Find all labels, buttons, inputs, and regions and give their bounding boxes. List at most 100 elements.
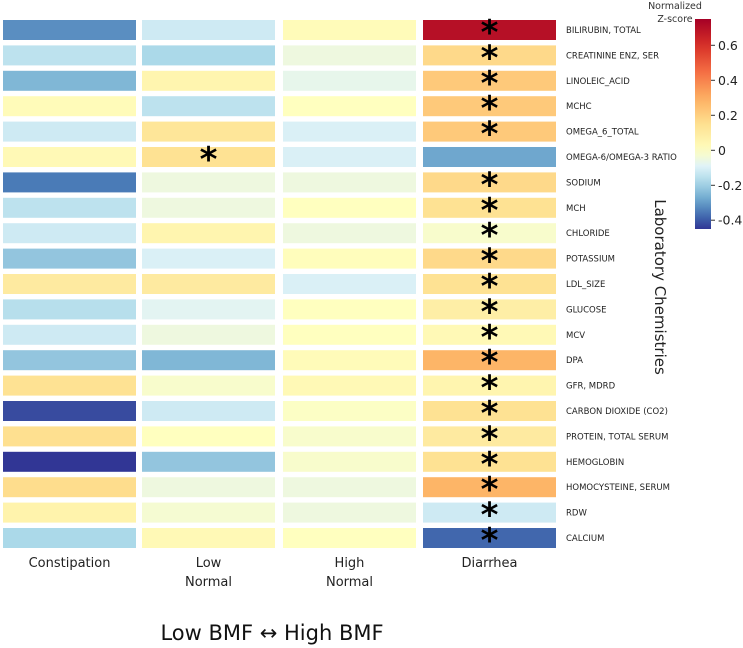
heatmap-cell xyxy=(283,147,416,167)
colorbar-gradient xyxy=(695,19,711,229)
heatmap-cell xyxy=(3,324,136,345)
heatmap-cell xyxy=(3,20,136,40)
heatmap-cell xyxy=(283,528,416,548)
column-label: Low xyxy=(196,556,222,571)
heatmap-cells xyxy=(3,20,556,548)
heatmap-cell xyxy=(142,70,275,91)
heatmap-cell xyxy=(142,274,275,294)
significance-marker: * xyxy=(481,521,499,561)
heatmap-cell xyxy=(3,528,136,548)
heatmap-cell xyxy=(3,45,136,66)
significance-marker: * xyxy=(481,191,499,231)
significance-marker: * xyxy=(481,165,499,205)
heatmap-cell xyxy=(142,96,275,117)
heatmap-cell xyxy=(423,248,556,269)
significance-marker: * xyxy=(481,496,499,536)
heatmap-cell xyxy=(423,324,556,345)
row-label: CARBON DIOXIDE (CO2) xyxy=(566,407,668,417)
heatmap-cell xyxy=(142,172,275,193)
row-label: DPA xyxy=(566,356,583,366)
heatmap-cell xyxy=(423,375,556,396)
significance-marker: * xyxy=(481,267,499,307)
heatmap-cell xyxy=(283,121,416,142)
heatmap-cell xyxy=(423,197,556,218)
row-label: BILIRUBIN, TOTAL xyxy=(566,26,641,36)
heatmap-cell xyxy=(142,401,275,421)
heatmap-cell xyxy=(423,502,556,523)
heatmap-cell xyxy=(142,528,275,548)
row-label: RDW xyxy=(566,509,587,519)
heatmap-cell xyxy=(423,451,556,472)
significance-marker: * xyxy=(481,38,499,78)
heatmap-cell xyxy=(142,477,275,498)
column-label: Normal xyxy=(185,575,232,590)
heatmap-cell xyxy=(142,324,275,345)
significance-markers: ********************* xyxy=(200,13,499,561)
significance-marker: * xyxy=(481,445,499,485)
column-label: Diarrhea xyxy=(461,556,517,571)
row-label: CHLORIDE xyxy=(566,229,610,239)
heatmap-cell xyxy=(3,147,136,167)
heatmap-cell xyxy=(423,45,556,66)
heatmap-cell xyxy=(142,223,275,244)
row-label: HEMOGLOBIN xyxy=(566,458,624,468)
heatmap-cell xyxy=(283,248,416,269)
heatmap-cell xyxy=(3,121,136,142)
heatmap-cell xyxy=(3,70,136,91)
significance-marker: * xyxy=(481,115,499,155)
significance-marker: * xyxy=(481,13,499,53)
significance-marker: * xyxy=(481,64,499,104)
significance-marker: * xyxy=(481,242,499,282)
heatmap-cell xyxy=(3,375,136,396)
heatmap-cell xyxy=(142,197,275,218)
row-label: HOMOCYSTEINE, SERUM xyxy=(566,483,670,493)
heatmap-cell xyxy=(283,502,416,523)
heatmap-cell xyxy=(283,324,416,345)
row-label: POTASSIUM xyxy=(566,255,615,265)
colorbar-title-line-1: Normalized xyxy=(648,1,702,12)
heatmap-cell xyxy=(283,172,416,193)
heatmap-cell xyxy=(423,172,556,193)
heatmap-cell xyxy=(423,223,556,244)
heatmap-cell xyxy=(142,147,275,167)
heatmap-cell xyxy=(142,451,275,472)
heatmap-cell xyxy=(3,299,136,320)
colorbar-tick-label: -0.4 xyxy=(718,213,742,228)
heatmap-cell xyxy=(283,96,416,117)
heatmap-cell xyxy=(3,96,136,117)
row-label: PROTEIN, TOTAL SERUM xyxy=(566,432,668,442)
row-label: CREATININE ENZ, SER xyxy=(566,51,659,61)
significance-marker: * xyxy=(481,216,499,256)
heatmap-cell xyxy=(423,350,556,371)
significance-marker: * xyxy=(200,140,218,180)
heatmap-cell xyxy=(283,451,416,472)
column-label: High xyxy=(335,556,365,571)
heatmap-cell xyxy=(3,401,136,421)
heatmap-cell xyxy=(423,401,556,421)
heatmap-cell xyxy=(423,147,556,167)
heatmap-cell xyxy=(283,223,416,244)
colorbar-tick-label: 0.6 xyxy=(718,38,738,53)
row-label: GLUCOSE xyxy=(566,305,607,315)
colorbar-tick-label: -0.2 xyxy=(718,178,742,193)
row-label: LDL_SIZE xyxy=(566,280,605,290)
row-label: SODIUM xyxy=(566,178,601,188)
significance-marker: * xyxy=(481,369,499,409)
bottom-title: Low BMF ↔ High BMF xyxy=(160,621,383,645)
column-label: Constipation xyxy=(29,556,111,571)
row-label: CALCIUM xyxy=(566,534,604,544)
heatmap-cell xyxy=(283,477,416,498)
significance-marker: * xyxy=(481,89,499,129)
heatmap-cell xyxy=(142,45,275,66)
row-label: MCH xyxy=(566,204,586,214)
heatmap-cell xyxy=(283,45,416,66)
heatmap-cell xyxy=(283,70,416,91)
heatmap-cell xyxy=(283,20,416,40)
heatmap-cell xyxy=(3,477,136,498)
heatmap-cell xyxy=(423,121,556,142)
row-label: OMEGA_6_TOTAL xyxy=(566,128,639,138)
row-label: GFR, MDRD xyxy=(566,382,616,392)
heatmap-cell xyxy=(423,299,556,320)
heatmap-cell xyxy=(3,350,136,371)
